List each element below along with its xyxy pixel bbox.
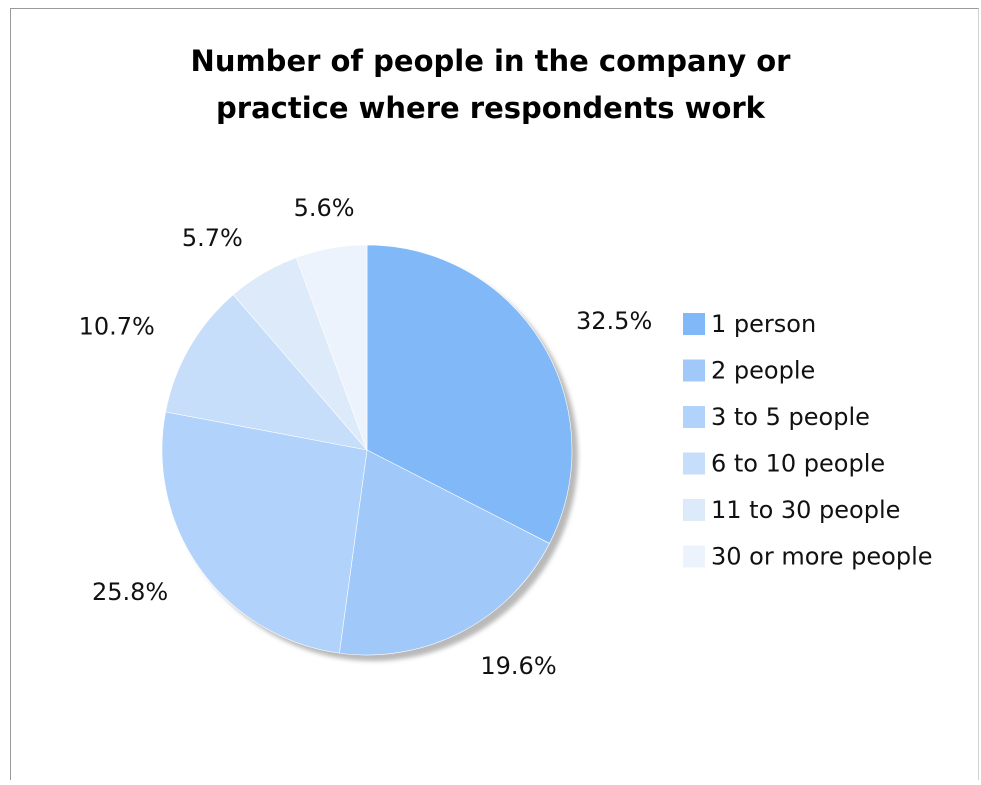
legend-item-30-or-more-people: 30 or more people: [683, 543, 933, 571]
legend-label-6-to-10-people: 6 to 10 people: [711, 450, 885, 478]
legend-item-6-to-10-people: 6 to 10 people: [683, 450, 885, 478]
legend-label-3-to-5-people: 3 to 5 people: [711, 403, 870, 431]
legend-swatch-1-person: [683, 313, 705, 335]
legend-swatch-2-people: [683, 359, 705, 382]
legend-label-2-people: 2 people: [711, 357, 815, 385]
slice-label-3-to-5-people: 25.8%: [92, 578, 168, 606]
legend-label-1-person: 1 person: [711, 310, 816, 338]
legend-swatch-11-to-30-people: [683, 499, 705, 521]
legend-swatch-30-or-more-people: [683, 545, 705, 568]
pie-slice-6-to-10-people[interactable]: [165, 294, 368, 451]
pie-slice-30-or-more-people[interactable]: [295, 244, 368, 451]
legend: 1 person 2 people 3 to 5 people 6 to 10 peo…: [683, 310, 933, 571]
slice-labels: 32.5% 19.6% 25.8% 10.7% 5.7% 5.6%: [79, 194, 653, 680]
legend-item-1-person: 1 person: [683, 310, 816, 338]
legend-label-30-or-more-people: 30 or more people: [711, 543, 933, 571]
legend-swatch-6-to-10-people: [683, 452, 705, 475]
slice-label-2-people: 19.6%: [480, 652, 556, 680]
slice-label-1-person: 32.5%: [576, 307, 652, 335]
slice-label-6-to-10-people: 10.7%: [79, 313, 155, 341]
legend-label-11-to-30-people: 11 to 30 people: [711, 496, 900, 524]
pie-slice-2-people[interactable]: [339, 449, 550, 656]
chart-title-line-2: practice where respondents work: [216, 91, 765, 125]
slice-label-30-or-more-people: 5.6%: [294, 194, 355, 222]
legend-item-2-people: 2 people: [683, 357, 815, 385]
chart-title-line-1: Number of people in the company or: [190, 44, 791, 78]
pie-slice-3-to-5-people[interactable]: [161, 411, 368, 654]
pie-slices: [161, 244, 573, 656]
slice-label-11-to-30-people: 5.7%: [182, 224, 243, 252]
legend-item-3-to-5-people: 3 to 5 people: [683, 403, 870, 431]
pie-slice-1-person[interactable]: [366, 244, 573, 544]
legend-item-11-to-30-people: 11 to 30 people: [683, 496, 900, 524]
legend-swatch-3-to-5-people: [683, 406, 705, 428]
chart-title: Number of people in the company or pract…: [0, 38, 981, 132]
